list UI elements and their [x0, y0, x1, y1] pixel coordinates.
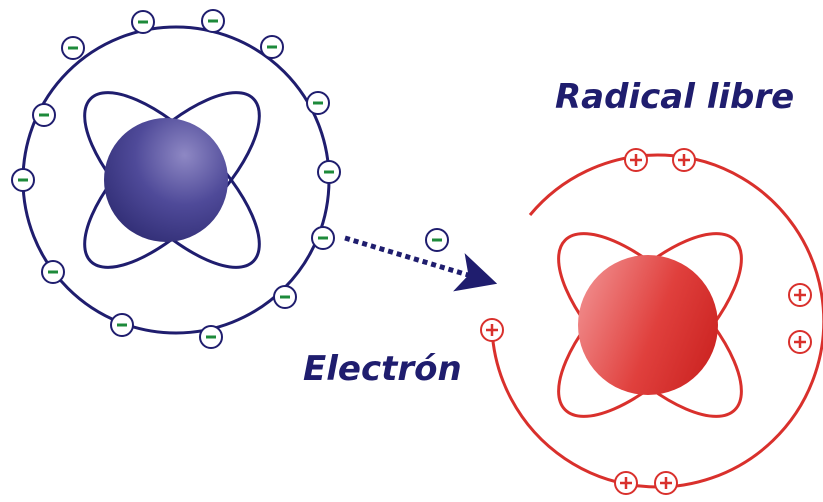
left-atom — [10, 8, 342, 350]
radical-label: Radical libre — [555, 77, 794, 117]
right-atom — [479, 147, 823, 496]
transfer-arrow — [344, 227, 498, 292]
electron-label: Electrón — [303, 349, 462, 389]
